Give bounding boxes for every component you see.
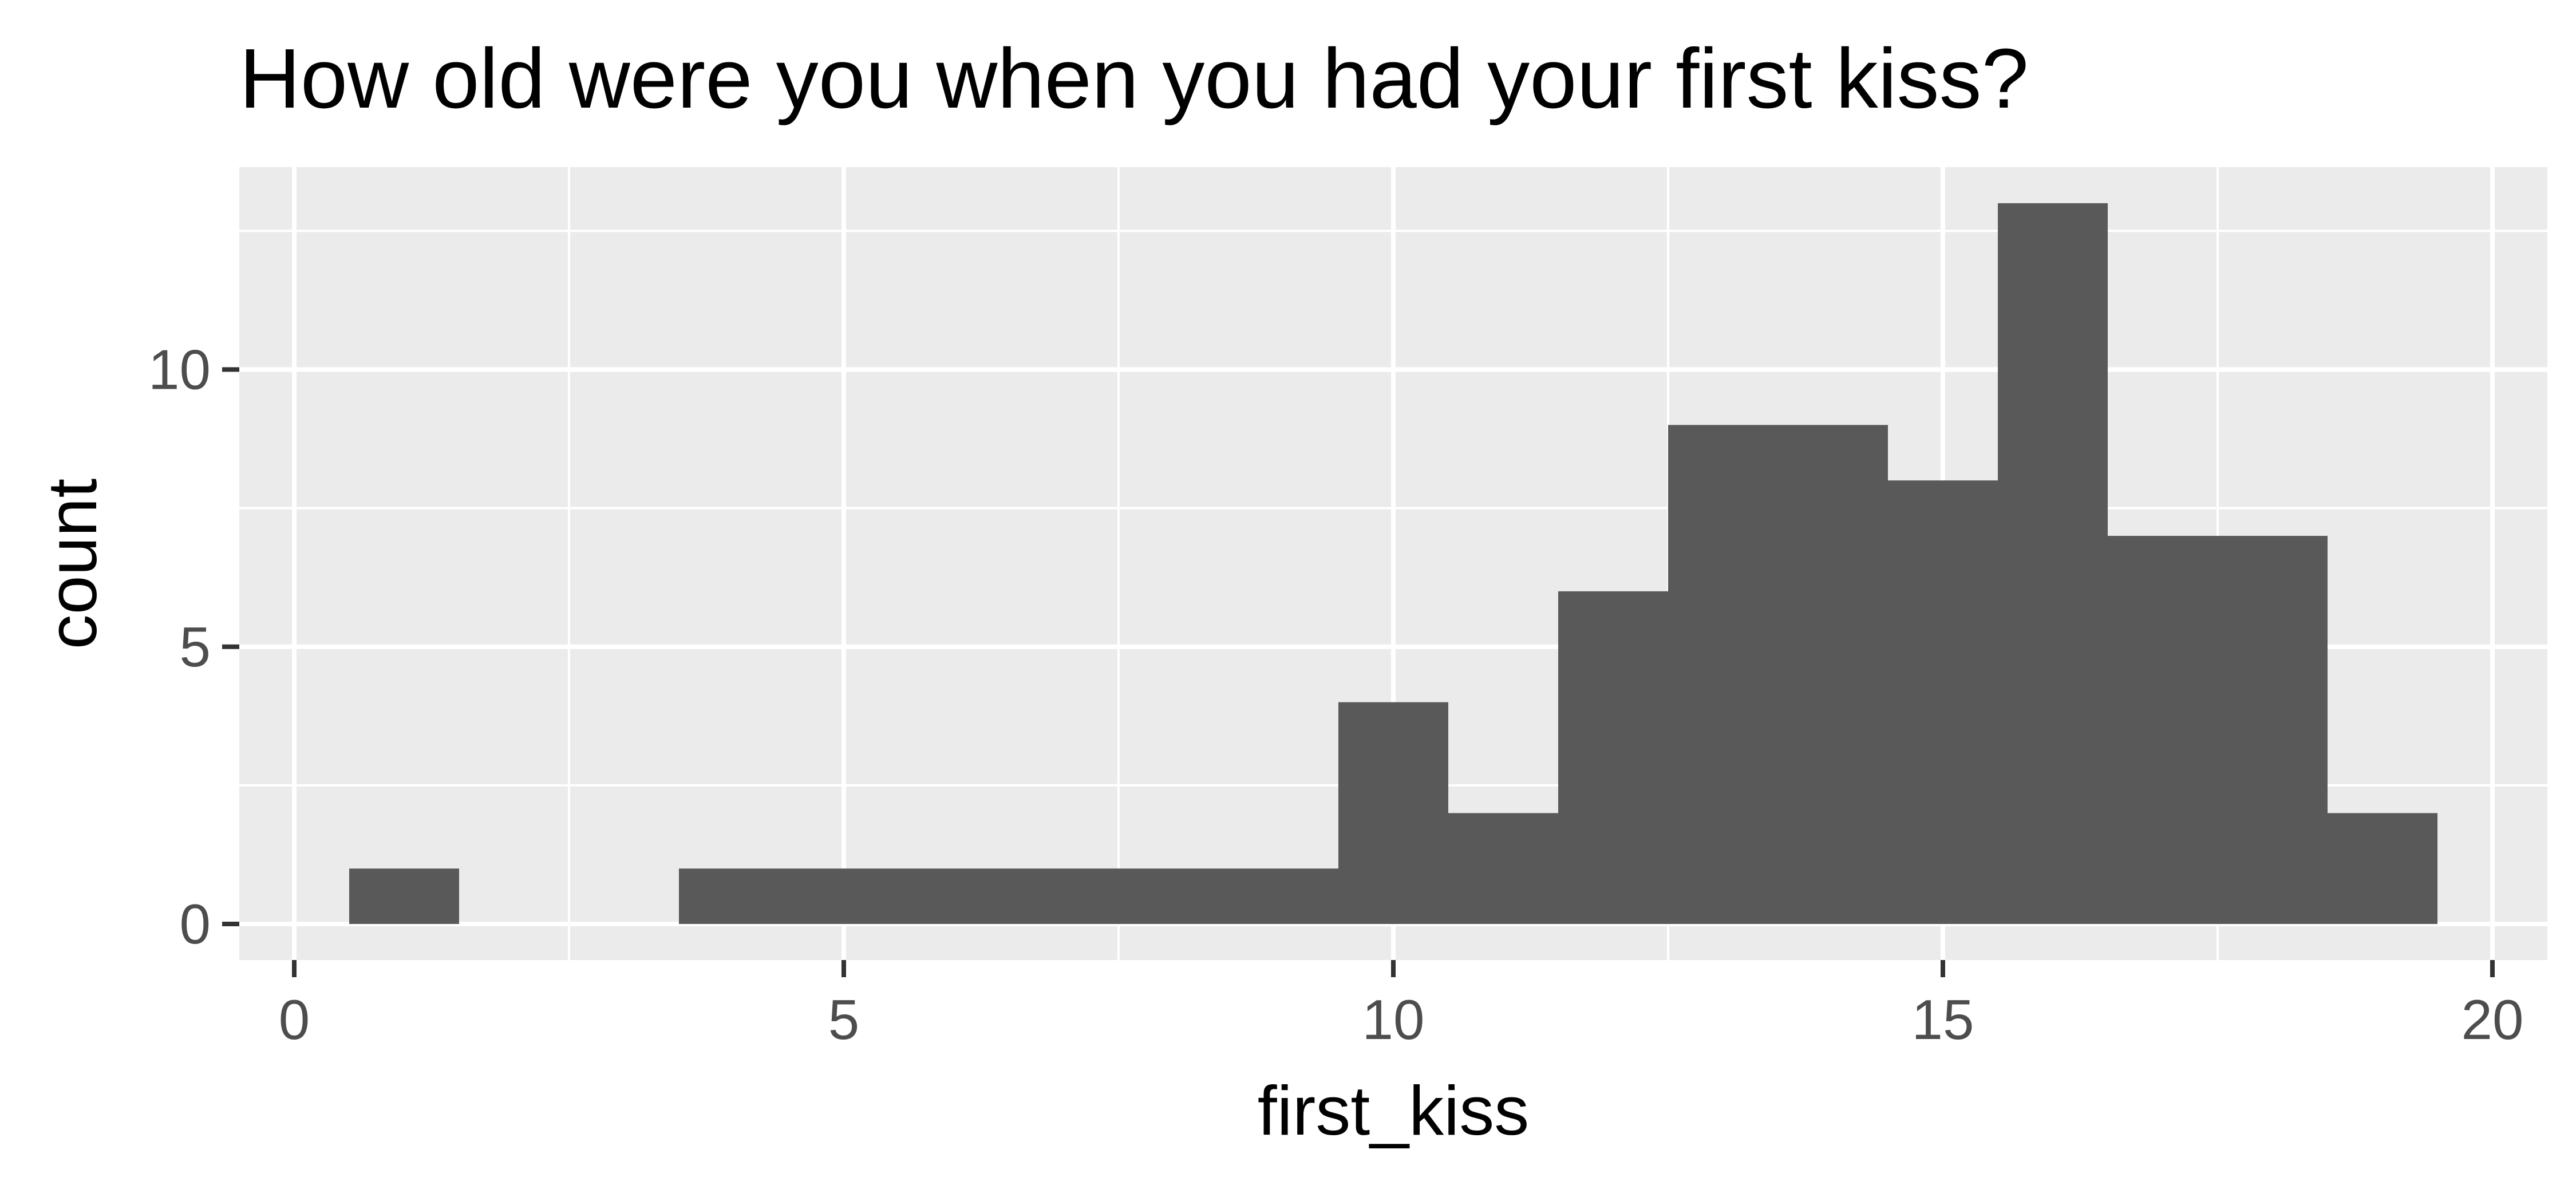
histogram-bar	[1998, 203, 2108, 925]
histogram-bar	[2108, 536, 2218, 925]
x-tick-label: 0	[279, 988, 310, 1051]
x-tick-label: 15	[1911, 988, 1974, 1051]
histogram-bar	[1228, 868, 1338, 925]
y-axis-title: count	[33, 479, 111, 649]
histogram-bar	[2218, 536, 2328, 925]
histogram-bar	[899, 868, 1009, 925]
histogram-bar	[789, 868, 899, 925]
histogram-bar	[679, 868, 789, 925]
histogram-bar	[1009, 868, 1119, 925]
histogram-bar	[349, 868, 459, 925]
y-tick-label: 10	[148, 338, 211, 401]
chart-title: How old were you when you had your first…	[239, 31, 2029, 126]
histogram-bar	[1119, 868, 1228, 925]
histogram-bar	[1888, 480, 1998, 925]
histogram-bar	[1338, 702, 1448, 925]
y-axis-ticks: 0 5 10	[148, 338, 239, 955]
histogram-bar	[1668, 425, 1778, 925]
histogram-bar	[1778, 425, 1888, 925]
histogram-bar	[1558, 591, 1668, 925]
x-tick-label: 10	[1362, 988, 1424, 1051]
x-tick-label: 5	[828, 988, 860, 1051]
x-axis-ticks: 0 5 10 15 20	[279, 960, 2524, 1051]
y-tick-label: 5	[179, 615, 211, 678]
histogram-bar	[2328, 813, 2437, 925]
x-axis-title: first_kiss	[1258, 1072, 1529, 1150]
y-tick-label: 0	[179, 892, 211, 955]
histogram-bars	[349, 203, 2437, 925]
histogram-bar	[1448, 813, 1558, 925]
x-tick-label: 20	[2461, 988, 2523, 1051]
